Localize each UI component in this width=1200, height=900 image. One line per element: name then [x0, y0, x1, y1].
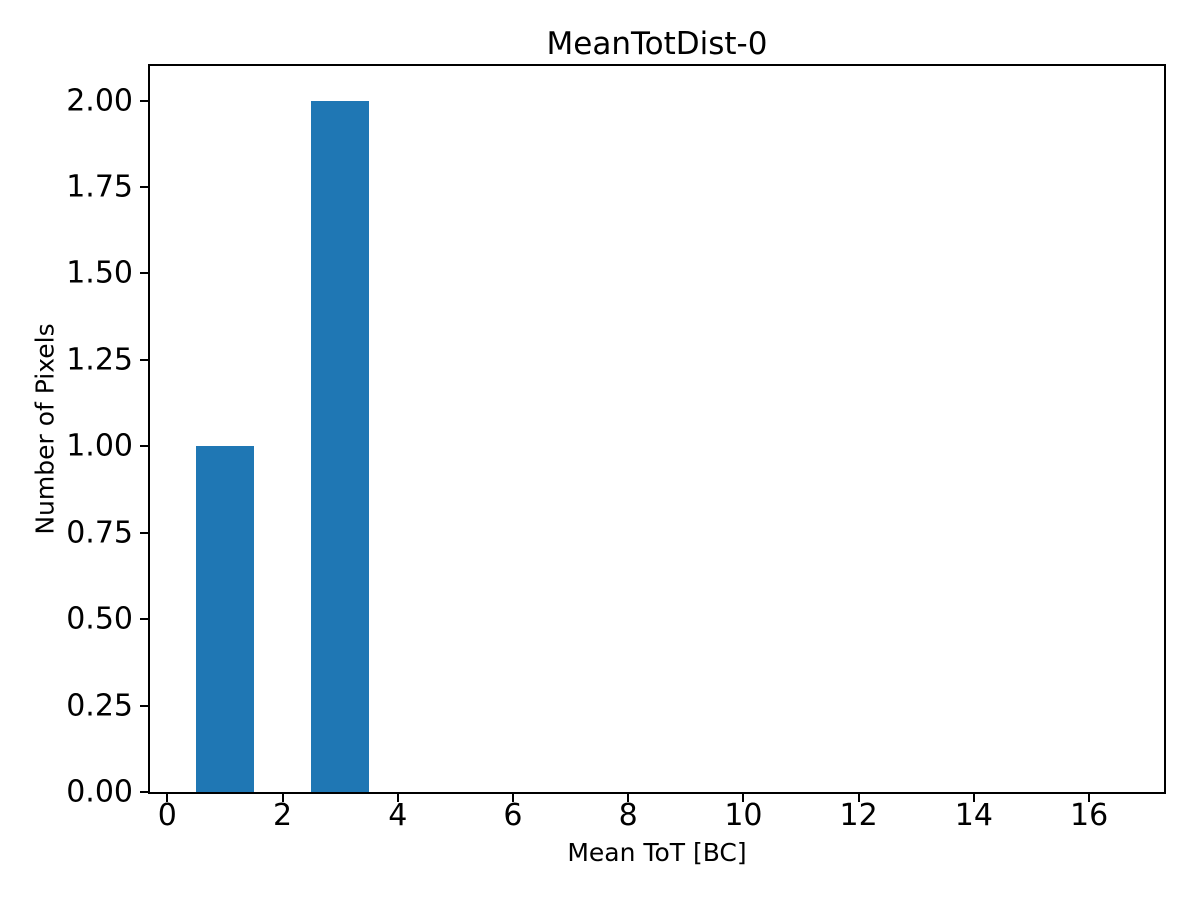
y-tick-label: 2.00: [66, 83, 133, 119]
x-tick-mark: [281, 792, 284, 802]
x-axis-label: Mean ToT [BC]: [567, 838, 747, 867]
x-tick-mark: [972, 792, 975, 802]
y-tick-mark: [140, 358, 150, 361]
y-tick-mark: [140, 531, 150, 534]
x-tick-mark: [627, 792, 630, 802]
plot-area: 0 2 4 6 8 10 12 14 16 0.00 0.25 0.50 0.75 1.00 1.25 1.5…: [66, 64, 1166, 833]
x-tick-label: 16: [1070, 798, 1109, 833]
histogram-bar: [196, 446, 254, 792]
x-tick-mark: [166, 792, 169, 802]
y-tick-mark: [140, 445, 150, 448]
y-tick-mark: [140, 791, 150, 793]
y-tick-label: 0.50: [66, 601, 133, 637]
y-tick-label: 1.25: [66, 342, 133, 378]
y-tick-label: 1.75: [66, 169, 133, 205]
x-tick-label: 4: [388, 798, 408, 833]
x-tick-mark: [396, 792, 399, 802]
x-tick-mark: [857, 792, 860, 802]
x-tick-label: 14: [954, 798, 993, 833]
x-tick-mark: [1088, 792, 1091, 802]
histogram-bar: [311, 100, 369, 792]
x-tick-label: 2: [272, 798, 293, 833]
y-tick-label: 0.75: [66, 515, 133, 551]
y-tick-mark: [140, 272, 150, 275]
x-tick-label: 12: [839, 798, 878, 833]
y-tick-mark: [140, 704, 150, 707]
y-tick-label: 1.50: [66, 255, 133, 291]
y-tick-label: 1.00: [66, 428, 133, 464]
y-tick-mark: [140, 99, 150, 102]
y-tick-label: 0.00: [66, 774, 133, 810]
x-tick-label: 10: [724, 798, 763, 833]
chart-title: MeanTotDist-0: [546, 26, 768, 62]
y-tick-mark: [140, 186, 150, 188]
y-axis-label: Number of Pixels: [30, 323, 60, 535]
x-tick-label: 6: [503, 798, 523, 833]
y-tick-label: 0.25: [66, 688, 133, 724]
y-tick-mark: [140, 618, 150, 621]
x-tick-label: 0: [157, 798, 177, 833]
x-tick-mark: [742, 792, 745, 802]
x-tick-label: 8: [618, 798, 638, 833]
axes-frame: [148, 64, 1166, 794]
x-tick-mark: [511, 792, 514, 802]
